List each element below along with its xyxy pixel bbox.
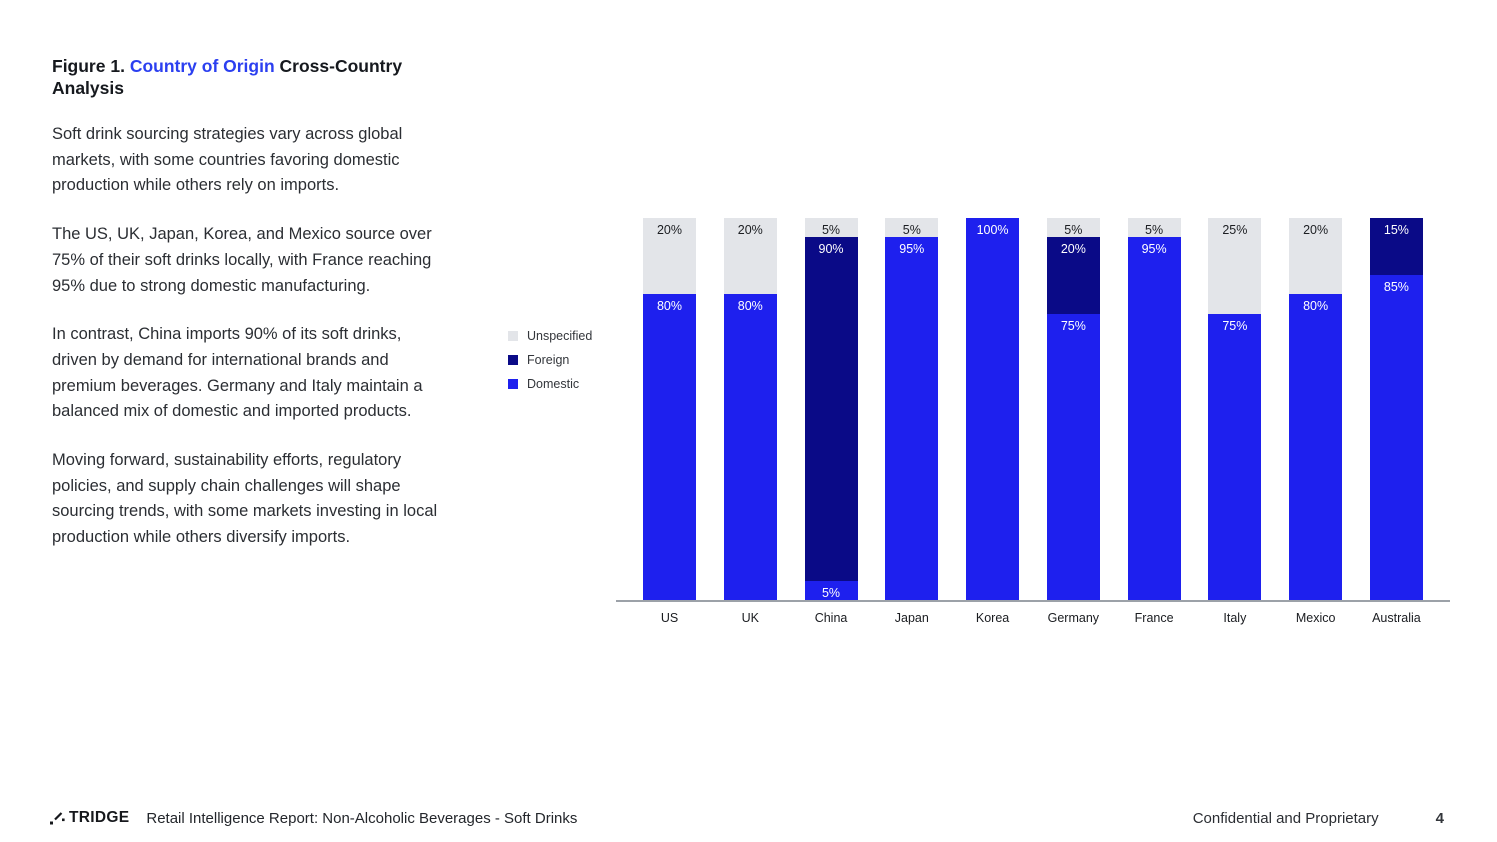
legend-swatch-domestic [508,379,518,389]
segment-value-label: 95% [1141,242,1167,257]
confidential-label: Confidential and Proprietary [1192,809,1379,827]
bar-segment-domestic: 80% [1289,294,1343,600]
bar-segment-unspecified: 5% [1046,218,1100,238]
segment-value-label: 80% [1303,299,1329,314]
bar-segment-unspecified: 25% [1208,218,1262,314]
segment-value-label: 25% [1222,223,1248,237]
legend-label: Foreign [527,353,570,367]
figure-title-rest: Cross-Country Analysis [52,56,403,98]
legend-item-foreign: Foreign [508,353,592,367]
segment-value-label: 90% [818,242,844,257]
figure-title: Figure 1. Country of Origin Cross-Countr… [52,55,422,99]
legend-label: Unspecified [527,329,593,343]
segment-value-label: 85% [1383,280,1409,295]
bar-segment-foreign: 15% [1369,218,1423,276]
x-axis-label-france: France [1134,611,1174,625]
figure-title-highlight: Country of Origin [129,56,275,76]
bar-segment-domestic: 80% [643,294,696,600]
paragraph-3: In contrast, China imports 90% of its so… [52,325,423,421]
bar-segment-domestic: 80% [723,294,777,600]
segment-value-label: 100% [976,223,1009,237]
segment-value-label: 5% [902,223,921,238]
page-number: 4 [1435,809,1444,827]
segment-value-label: 5% [821,585,841,600]
bar-korea: 100% [966,218,1020,600]
segment-value-label: 80% [737,299,763,314]
segment-value-label: 15% [1383,223,1409,238]
bar-segment-unspecified: 20% [643,218,696,295]
x-axis-labels: US UK China Japan Korea Germany France Italy Mex… [616,611,1450,625]
bar-chart: 20% 80% 20% 80% 5% 90% 5% 5% 95% 100% 5% 20% 75% 5% 95… [616,218,1450,625]
report-title: Retail Intelligence Report: Non-Alcoholi… [146,809,578,827]
bar-segment-unspecified: 5% [885,218,939,238]
segment-value-label: 5% [1145,223,1164,238]
x-axis-label-italy: Italy [1223,611,1247,625]
segment-value-label: 20% [656,223,683,238]
x-axis-label-us: US [660,611,679,625]
bar-segment-domestic: 95% [885,237,939,600]
bar-segment-domestic: 85% [1369,275,1423,600]
bar-segment-unspecified: 5% [1127,218,1181,238]
bar-china: 5% 90% 5% [804,218,858,600]
x-axis-label-mexico: Mexico [1295,611,1336,625]
bar-segment-domestic: 75% [1208,313,1262,600]
chart-legend: Unspecified Foreign Domestic [508,329,592,391]
paragraph-2: The US, UK, Japan, Korea, and Mexico sou… [52,225,432,295]
bar-us: 20% 80% [643,218,696,600]
segment-value-label: 5% [821,223,841,238]
bar-segment-foreign: 90% [804,237,858,581]
paragraph-4: Moving forward, sustainability efforts, … [52,451,438,547]
paragraph-1: Soft drink sourcing strategies vary acro… [52,125,403,195]
x-axis-label-japan: Japan [894,611,929,625]
bar-uk: 20% 80% [723,218,777,600]
bar-italy: 25% 75% [1208,218,1262,600]
segment-value-label: 20% [1303,223,1329,238]
segment-value-label: 80% [656,299,683,314]
page-footer: TRIDGE Retail Intelligence Report: Non-A… [0,805,1497,831]
bar-segment-unspecified: 20% [1289,218,1343,295]
x-axis-label-china: China [814,611,848,625]
segment-value-label: 20% [737,223,763,238]
footer-right: Confidential and Proprietary 4 [1193,810,1444,827]
figure-label: Figure 1. [52,56,125,76]
segment-value-label: 75% [1222,318,1248,333]
x-axis-label-germany: Germany [1047,611,1100,625]
bar-segment-foreign: 20% [1046,237,1100,314]
bar-segment-unspecified: 20% [723,218,777,295]
legend-item-domestic: Domestic [508,377,592,391]
legend-label: Domestic [527,377,580,391]
legend-swatch-unspecified [508,331,518,341]
plot-area: 20% 80% 20% 80% 5% 90% 5% 5% 95% 100% 5% 20% 75% 5% 95… [616,218,1450,602]
bar-australia: 15% 85% [1369,218,1423,600]
legend-swatch-foreign [508,355,518,365]
bar-mexico: 20% 80% [1289,218,1343,600]
bar-japan: 5% 95% [885,218,939,600]
x-axis-label-korea: Korea [975,611,1010,625]
logo-text: TRIDGE [69,809,130,826]
text-column: Figure 1. Country of Origin Cross-Countr… [52,55,444,551]
x-axis-label-uk: UK [741,611,759,625]
segment-value-label: 20% [1060,242,1086,257]
segment-value-label: 75% [1060,318,1086,333]
bar-segment-domestic: 95% [1127,237,1181,600]
footer-left: TRIDGE Retail Intelligence Report: Non-A… [47,809,577,827]
bar-segment-domestic: 5% [804,580,858,600]
bar-segment-domestic: 100% [966,218,1020,600]
segment-value-label: 95% [899,242,925,257]
x-axis-label-australia: Australia [1372,611,1421,625]
tridge-logo: TRIDGE [47,809,129,827]
bar-segment-domestic: 75% [1046,313,1100,600]
bar-france: 5% 95% [1127,218,1181,600]
segment-value-label: 5% [1064,223,1083,238]
tridge-logo-icon [50,812,65,825]
bar-germany: 5% 20% 75% [1046,218,1100,600]
legend-item-unspecified: Unspecified [508,329,592,343]
bar-segment-unspecified: 5% [804,218,858,238]
